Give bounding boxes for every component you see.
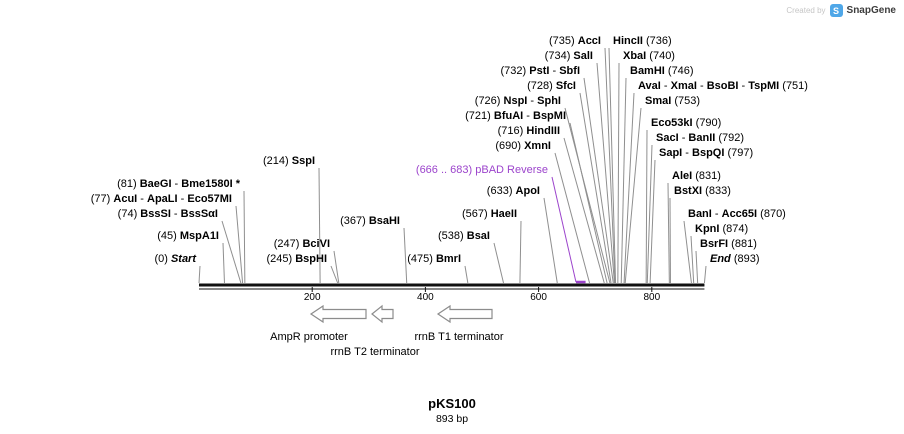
site-leader-line [608, 47, 617, 284]
site-leader-line [330, 265, 339, 284]
site-leader-line [683, 220, 692, 284]
site-leader-line [690, 235, 695, 284]
feature-arrow [309, 304, 367, 324]
plasmid-title-block: pKS100 893 bp [0, 396, 904, 425]
plasmid-length: 893 bp [435, 413, 469, 425]
snapgene-watermark: Created by S SnapGene [786, 4, 896, 17]
site-leader-line [493, 242, 504, 284]
plasmid-name: pKS100 [428, 396, 476, 411]
site-leader-line [649, 159, 656, 284]
site-leader-line [519, 220, 522, 284]
site-leader-line [579, 92, 612, 284]
site-leader-line [623, 92, 635, 284]
site-leader-line [235, 205, 244, 284]
site-leader-line [198, 265, 201, 284]
watermark-created-by-text: Created by [786, 6, 826, 15]
site-leader-line [464, 265, 469, 284]
site-leader-line [333, 250, 340, 284]
site-leader-line [222, 242, 225, 284]
feature-arrow [371, 304, 394, 324]
site-leader-line [569, 122, 608, 284]
site-leader-line [617, 62, 620, 284]
site-leader-line [543, 197, 558, 284]
site-leader-line [620, 77, 627, 284]
snapgene-logo-icon: S [829, 4, 843, 17]
site-leader-line [564, 107, 611, 284]
site-leader-line [667, 182, 670, 284]
site-leader-line [646, 144, 653, 284]
site-leader-line [243, 190, 246, 284]
watermark-brand-text: SnapGene [846, 5, 896, 16]
site-leader-line [604, 47, 616, 284]
site-leader-line [318, 167, 321, 284]
site-leader-line [624, 107, 642, 284]
site-leader-line [596, 62, 615, 284]
site-leader-line [695, 250, 699, 284]
site-leader-line [554, 152, 591, 284]
primer-leader-line [551, 176, 577, 283]
site-leader-line [563, 137, 605, 284]
site-leader-line [703, 265, 707, 284]
site-leader-line [403, 227, 408, 284]
site-leader-line [645, 129, 648, 284]
site-leader-line [221, 220, 242, 284]
site-leader-line [583, 77, 614, 284]
feature-arrow [436, 304, 493, 324]
